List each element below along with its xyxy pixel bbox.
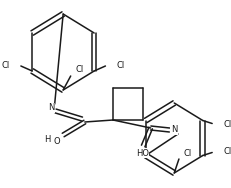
Text: Cl: Cl: [117, 61, 125, 70]
Text: Cl: Cl: [1, 61, 10, 70]
Text: N: N: [48, 104, 54, 112]
Text: O: O: [53, 137, 60, 146]
Text: Cl: Cl: [223, 147, 231, 156]
Text: Cl: Cl: [75, 65, 84, 74]
Text: HO: HO: [136, 149, 149, 158]
Text: N: N: [171, 126, 177, 134]
Text: Cl: Cl: [223, 120, 231, 129]
Text: H: H: [44, 136, 50, 145]
Text: Cl: Cl: [184, 149, 192, 158]
